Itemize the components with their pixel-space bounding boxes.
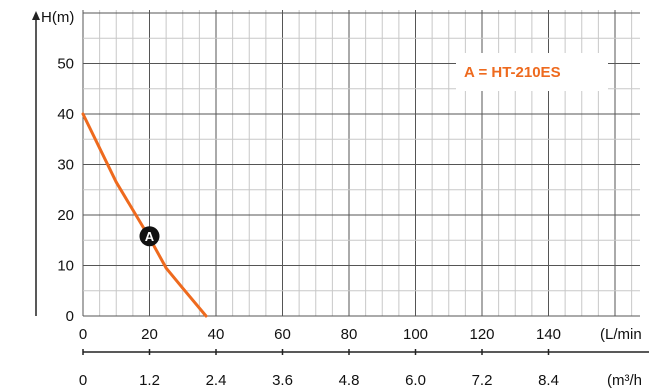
x-secondary-tick-label: 8.4 xyxy=(538,372,559,389)
x-tick-label: 140 xyxy=(536,326,561,343)
y-tick-label: 50 xyxy=(57,56,74,73)
y-tick-label: 0 xyxy=(66,308,74,325)
legend-background xyxy=(456,53,608,91)
x-tick-label: 60 xyxy=(274,326,291,343)
x-secondary-tick-label: 4.8 xyxy=(339,372,360,389)
y-tick-label: 10 xyxy=(57,258,74,275)
x-secondary-tick-label: 3.6 xyxy=(272,372,293,389)
x-secondary-tick-label: 1.2 xyxy=(139,372,160,389)
x-tick-label: 40 xyxy=(208,326,225,343)
series-marker-label: A xyxy=(145,229,155,244)
series-marker-a xyxy=(139,226,160,247)
x-secondary-tick-label: 2.4 xyxy=(206,372,227,389)
x-secondary-tick-label: 6.0 xyxy=(405,372,426,389)
y-axis-arrow xyxy=(32,11,40,20)
y-axis-label: H(m) xyxy=(41,9,74,26)
legend: A = HT-210ES xyxy=(456,53,608,91)
series-line-a xyxy=(81,112,208,318)
legend-label: A = HT-210ES xyxy=(464,64,561,81)
series-layer: A xyxy=(81,112,208,318)
x-secondary-tick-label: 0 xyxy=(79,372,87,389)
x-axis-unit-label: (L/min xyxy=(600,326,642,343)
x-tick-label: 0 xyxy=(79,326,87,343)
x-tick-label: 100 xyxy=(403,326,428,343)
x-secondary-tick-label: 7.2 xyxy=(472,372,493,389)
y-tick-label: 20 xyxy=(57,207,74,224)
x-tick-label: 120 xyxy=(469,326,494,343)
x-tick-label: 80 xyxy=(341,326,358,343)
y-tick-label: 40 xyxy=(57,106,74,123)
tick-labels: 0 10 20 30 40 50 0 20 40 60 80 100 120 140 0 1.2 2.4 3.6 4… xyxy=(41,9,642,389)
axes xyxy=(32,11,649,355)
x-axis-secondary-unit-label: (m³/h xyxy=(607,372,642,389)
y-tick-label: 30 xyxy=(57,157,74,174)
x-tick-label: 20 xyxy=(141,326,158,343)
